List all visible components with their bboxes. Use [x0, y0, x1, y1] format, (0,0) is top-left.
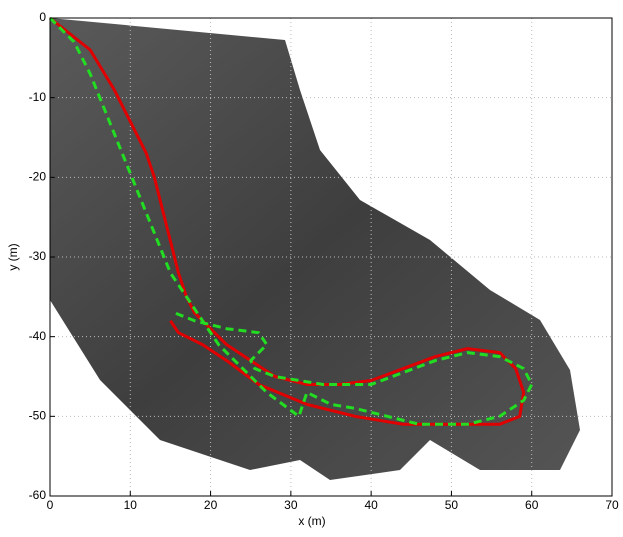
- x-tick-label: 40: [364, 498, 378, 512]
- x-tick-label: 70: [605, 498, 619, 512]
- y-tick-label: -40: [29, 329, 47, 343]
- y-tick-label: -20: [29, 170, 47, 184]
- trajectory-line: [49, 16, 526, 426]
- y-tick-label: -10: [29, 90, 47, 104]
- y-tick-label: 0: [39, 10, 46, 24]
- aerial-image: [50, 18, 580, 480]
- x-tick-label: 50: [445, 498, 459, 512]
- y-axis-label: y (m): [6, 243, 20, 270]
- x-axis-label: x (m): [298, 514, 325, 528]
- x-tick-label: 30: [284, 498, 298, 512]
- y-tick-label: -60: [29, 488, 47, 502]
- x-tick-label: 20: [204, 498, 218, 512]
- x-tick-label: 0: [47, 498, 54, 512]
- x-tick-label: 60: [525, 498, 539, 512]
- y-tick-label: -50: [29, 409, 47, 423]
- y-tick-label: -30: [29, 249, 47, 263]
- x-tick-label: 10: [124, 498, 138, 512]
